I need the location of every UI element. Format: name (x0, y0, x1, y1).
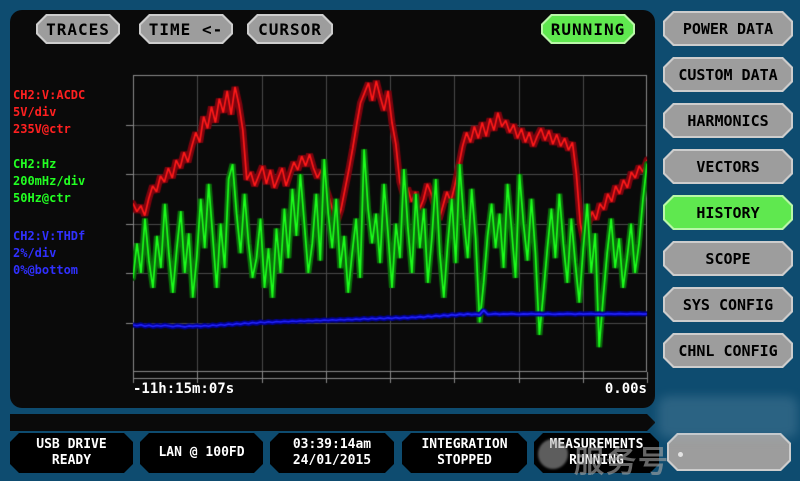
traces-button[interactable]: TRACES (36, 14, 120, 44)
channel-legend-frequency: CH2:Hz 200mHz/div 50Hz@ctr (13, 156, 125, 207)
channel-legend-line: 200mHz/div (13, 174, 86, 188)
sidebar-item-label: POWER DATA (665, 13, 791, 44)
status-line: READY (51, 453, 92, 468)
sidebar-item-label: CUSTOM DATA (665, 59, 791, 90)
status-line: STOPPED (437, 453, 492, 468)
status-lan: LAN @ 100FD (140, 433, 263, 473)
sidebar-item-label: SYS CONFIG (665, 289, 791, 320)
sidebar-item-power-data[interactable]: POWER DATA (663, 11, 793, 46)
running-status-indicator[interactable]: RUNNING (541, 14, 635, 44)
sidebar-item-harmonics[interactable]: HARMONICS (663, 103, 793, 138)
status-line: 24/01/2015 (292, 453, 372, 468)
channel-legend-thd: CH2:V:THDf 2%/div 0%@bottom (13, 228, 125, 279)
status-integration: INTEGRATION STOPPED (402, 433, 527, 473)
time-button[interactable]: TIME <- (139, 14, 233, 44)
cursor-button-label: CURSOR (249, 16, 331, 42)
channel-legend-line: 2%/div (13, 246, 57, 260)
channel-legend-voltage: CH2:V:ACDC 5V/div 235V@ctr (13, 87, 125, 138)
channel-legend-line: 50Hz@ctr (13, 191, 71, 205)
cursor-button[interactable]: CURSOR (247, 14, 333, 44)
status-line: INTEGRATION (421, 437, 508, 452)
channel-legend-line: 0%@bottom (13, 263, 79, 277)
sidebar-item-scope[interactable]: SCOPE (663, 241, 793, 276)
history-chart-canvas (120, 64, 660, 399)
sidebar-item-sys-config[interactable]: SYS CONFIG (663, 287, 793, 322)
status-line: LAN @ 100FD (158, 445, 245, 460)
channel-legend-line: 5V/div (13, 105, 57, 119)
sidebar-item-custom-data[interactable]: CUSTOM DATA (663, 57, 793, 92)
blank-softkey-button[interactable] (667, 433, 791, 471)
x-axis-end-label: 0.00s (604, 381, 647, 397)
x-axis-start-label: -11h:15m:07s (133, 381, 235, 397)
channel-legend-line: CH2:V:THDf (13, 229, 86, 243)
watermark-haze (658, 396, 798, 438)
channel-legend-line: CH2:V:ACDC (13, 88, 86, 102)
channel-legend-line: 235V@ctr (13, 122, 71, 136)
status-usb-drive: USB DRIVE READY (10, 433, 133, 473)
channel-legend-line: CH2:Hz (13, 157, 57, 171)
sidebar-item-vectors[interactable]: VECTORS (663, 149, 793, 184)
blank-softkey-label (669, 435, 789, 469)
status-clock: 03:39:14am 24/01/2015 (270, 433, 394, 473)
sidebar-item-label: HARMONICS (665, 105, 791, 136)
panel-footer-bar (10, 414, 655, 431)
status-measurements: MEASUREMENTS RUNNING (534, 433, 659, 473)
status-line: USB DRIVE (36, 437, 107, 452)
sidebar-item-label: CHNL CONFIG (665, 335, 791, 366)
status-line: 03:39:14am (292, 437, 372, 452)
running-status-label: RUNNING (543, 16, 633, 42)
sidebar-item-label: SCOPE (665, 243, 791, 274)
sidebar-item-chnl-config[interactable]: CHNL CONFIG (663, 333, 793, 368)
sidebar-item-history-active[interactable]: HISTORY (663, 195, 793, 230)
sidebar-item-label: HISTORY (665, 197, 791, 228)
sidebar-item-label: VECTORS (665, 151, 791, 182)
time-button-label: TIME <- (141, 16, 231, 42)
status-line: MEASUREMENTS (549, 437, 644, 452)
status-line: RUNNING (569, 453, 624, 468)
traces-button-label: TRACES (38, 16, 118, 42)
